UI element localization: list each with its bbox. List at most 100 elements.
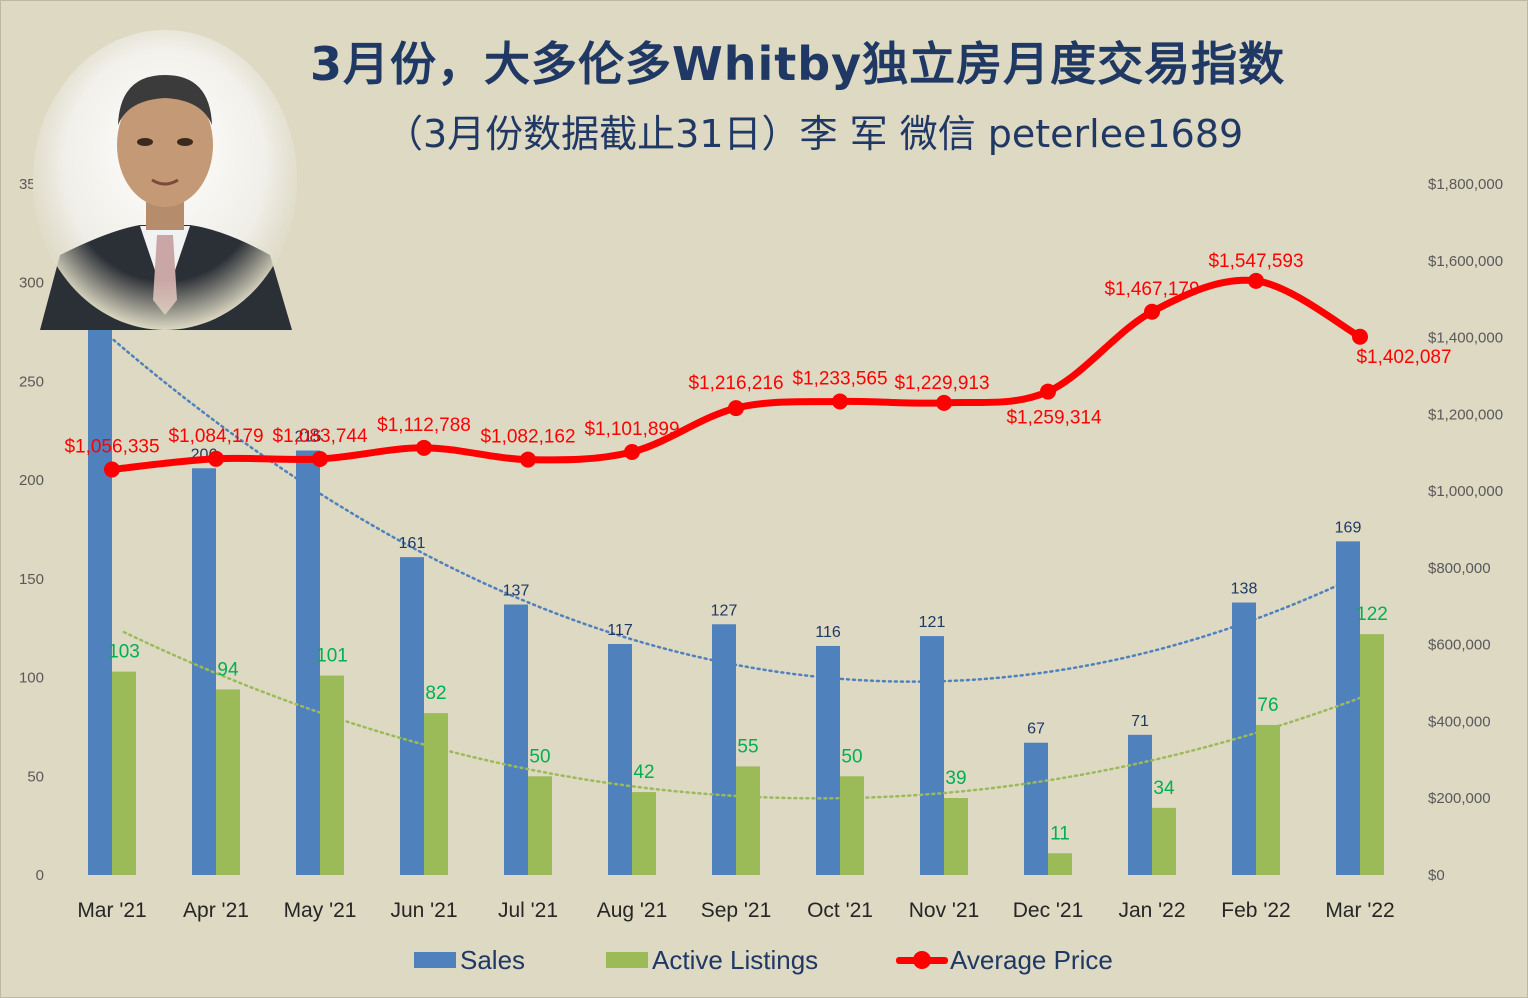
price-point xyxy=(208,450,224,467)
listings-bar xyxy=(736,766,760,875)
sales-bar xyxy=(920,636,944,875)
listings-trendline xyxy=(122,630,1374,800)
price-point xyxy=(1144,303,1160,320)
y-right-tick-label: $400,000 xyxy=(1428,713,1491,730)
sales-data-label: 137 xyxy=(503,583,530,600)
listings-data-label: 76 xyxy=(1257,695,1278,716)
listings-bar xyxy=(1152,807,1176,875)
x-tick-label: Jan '22 xyxy=(1118,899,1185,922)
listings-bar xyxy=(840,776,864,875)
x-tick-label: Oct '21 xyxy=(807,899,873,922)
listings-data-label: 101 xyxy=(316,646,348,667)
listings-data-label: 55 xyxy=(737,736,758,757)
sales-data-label: 169 xyxy=(1335,519,1362,536)
y-left-tick-label: 300 xyxy=(19,275,44,292)
y-right-tick-label: $600,000 xyxy=(1428,637,1491,654)
y-right-tick-label: $800,000 xyxy=(1428,560,1491,577)
legend-swatch-price xyxy=(896,942,948,978)
sales-bar xyxy=(816,645,840,875)
listings-bar xyxy=(1256,724,1280,875)
y-left-tick-label: 250 xyxy=(19,373,44,390)
price-data-label: $1,056,335 xyxy=(64,436,159,457)
listings-data-label: 94 xyxy=(217,659,239,680)
listings-bar xyxy=(1360,634,1384,875)
y-left-tick-label: 150 xyxy=(19,571,44,588)
sales-data-label: 127 xyxy=(711,602,738,619)
price-point xyxy=(520,451,536,468)
price-data-label: $1,547,593 xyxy=(1208,251,1303,272)
price-data-label: $1,259,314 xyxy=(1006,408,1102,429)
y-right-tick-label: $1,400,000 xyxy=(1428,330,1503,347)
listings-data-label: 42 xyxy=(633,762,654,783)
listings-data-label: 39 xyxy=(945,768,966,789)
legend-item-sales: Sales xyxy=(414,942,525,978)
listings-data-label: 11 xyxy=(1050,823,1070,844)
sales-data-label: 121 xyxy=(919,614,946,631)
listings-bar xyxy=(944,798,968,875)
listings-data-label: 50 xyxy=(841,746,862,767)
price-point xyxy=(416,439,432,456)
price-data-label: $1,101,899 xyxy=(584,419,679,440)
legend-swatch-sales xyxy=(414,952,456,968)
x-tick-label: Apr '21 xyxy=(183,899,249,922)
y-right-tick-label: $1,200,000 xyxy=(1428,406,1503,423)
x-tick-label: Sep '21 xyxy=(701,899,772,922)
x-tick-label: Nov '21 xyxy=(909,899,980,922)
listings-bar xyxy=(424,713,448,875)
price-point xyxy=(1040,383,1056,400)
y-left-tick-label: 0 xyxy=(36,867,44,884)
sales-bar xyxy=(88,308,112,875)
sales-bar xyxy=(1128,734,1152,875)
listings-data-label: 34 xyxy=(1153,778,1175,799)
listings-bar xyxy=(320,675,344,875)
sales-data-label: 116 xyxy=(815,624,841,641)
x-tick-label: Feb '22 xyxy=(1221,899,1290,922)
y-right-tick-label: $1,600,000 xyxy=(1428,253,1503,270)
sales-bar xyxy=(712,624,736,875)
y-right-tick-label: $1,800,000 xyxy=(1428,176,1503,193)
y-left-tick-label: 50 xyxy=(27,768,44,785)
sales-bar xyxy=(608,644,632,875)
legend-swatch-listings xyxy=(606,952,648,968)
x-tick-label: Jun '21 xyxy=(390,899,457,922)
author-portrait xyxy=(33,30,297,330)
price-data-label: $1,082,162 xyxy=(480,427,575,448)
y-left-tick-label: 200 xyxy=(19,472,44,489)
price-point xyxy=(624,443,640,460)
price-point xyxy=(1248,272,1264,289)
y-right-tick-label: $200,000 xyxy=(1428,790,1491,807)
listings-data-label: 82 xyxy=(425,683,446,704)
price-point xyxy=(312,450,328,467)
legend-item-listings: Active Listings xyxy=(606,942,818,978)
chart-subtitle: （3月份数据截止31日）李 军 微信 peterlee1689 xyxy=(385,112,1244,156)
price-data-label: $1,084,179 xyxy=(168,426,263,447)
sales-data-label: 71 xyxy=(1131,713,1149,730)
sales-data-label: 67 xyxy=(1027,721,1045,738)
legend-label-listings: Active Listings xyxy=(652,944,819,975)
price-point xyxy=(832,393,848,410)
price-data-label: $1,402,087 xyxy=(1356,347,1451,368)
sales-data-label: 161 xyxy=(399,535,426,552)
sales-data-label: 138 xyxy=(1231,581,1258,598)
x-tick-label: Aug '21 xyxy=(597,899,668,922)
sales-bar xyxy=(504,604,528,875)
listings-data-label: 122 xyxy=(1356,604,1388,625)
listings-bar xyxy=(632,792,656,875)
legend-label-sales: Sales xyxy=(460,944,526,975)
y-right-tick-label: $1,000,000 xyxy=(1428,483,1503,500)
sales-bar xyxy=(1024,742,1048,875)
price-data-label: $1,083,744 xyxy=(272,426,368,447)
sales-bar xyxy=(1336,541,1360,875)
sales-data-label: 215 xyxy=(295,429,322,446)
legend-item-price: Average Price xyxy=(896,942,1113,978)
price-point xyxy=(728,400,744,417)
sales-bar xyxy=(296,450,320,875)
x-tick-label: May '21 xyxy=(284,899,357,922)
listings-bar xyxy=(112,671,136,875)
listings-data-label: 103 xyxy=(108,642,140,663)
listings-data-label: 50 xyxy=(529,746,550,767)
listings-bar xyxy=(1048,853,1072,875)
price-point xyxy=(1352,328,1368,345)
listings-bar xyxy=(528,776,552,875)
